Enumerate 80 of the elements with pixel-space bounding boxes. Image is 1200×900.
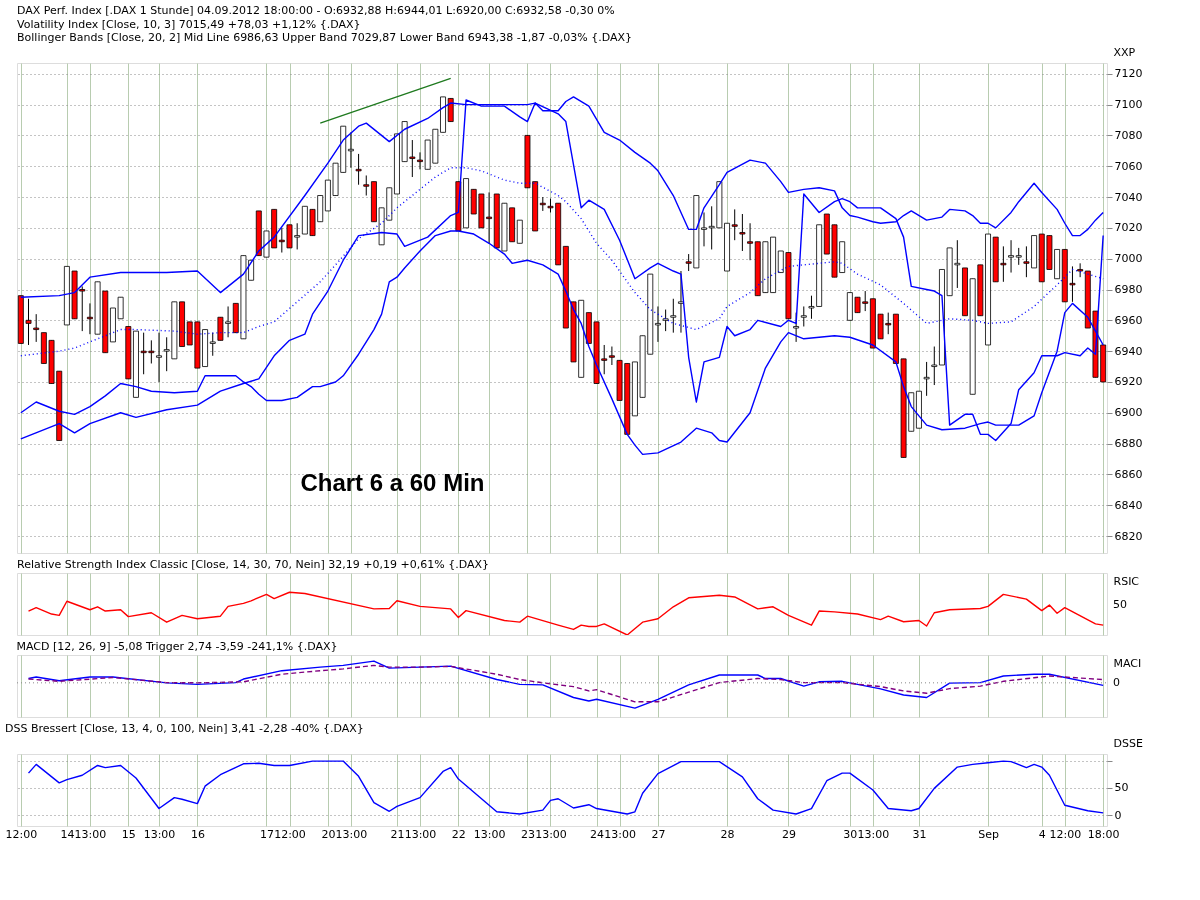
chart-title: MACD [12, 26, 9] -5,08 Trigger 2,74 -3,59 -241,1% {.DAX} xyxy=(16,640,338,653)
x-tick-label: 22 xyxy=(451,827,466,841)
y-axis-title: MACI xyxy=(1113,656,1142,670)
x-tick-label: 29 xyxy=(781,827,796,841)
y-tick-label: 7000 xyxy=(1114,252,1143,266)
chart-title: DAX Perf. Index [.DAX 1 Stunde] 04.09.2012 18:00:00 - O:6932,88 H:6944,01 L:6920,00 C:6932,58 -0,30 0% xyxy=(17,4,615,17)
x-tick-label: 30 xyxy=(843,827,858,841)
y-tick-label: 6840 xyxy=(1114,498,1143,512)
y-tick-label: 6900 xyxy=(1114,406,1143,420)
x-tick-label: 13:00 xyxy=(74,827,107,841)
chart-title: Relative Strength Index Classic [Close, 14, 30, 70, Nein] 32,19 +0,19 +0,61% {.DAX} xyxy=(17,558,489,571)
x-tick-label: 13:00 xyxy=(335,827,368,841)
x-tick-label: 13:00 xyxy=(857,827,890,841)
y-tick-label: 50 xyxy=(1114,781,1129,795)
candlestick xyxy=(347,131,354,169)
x-tick-label: 18:00 xyxy=(1087,827,1120,841)
candlestick xyxy=(800,305,807,327)
x-tick-label: 17 xyxy=(259,827,274,841)
candlestick xyxy=(447,97,454,123)
y-tick-label: 6940 xyxy=(1114,344,1143,358)
x-tick-label: 13:00 xyxy=(604,827,636,841)
x-tick-label: 20 xyxy=(321,827,336,841)
candlestick xyxy=(793,312,800,343)
text: Volatility Index [Close, 10, 3] 7015,49 +78,03 +1,12% {.DAX} xyxy=(17,18,361,31)
candlestick xyxy=(156,332,162,383)
candlestick xyxy=(662,309,669,332)
candlestick xyxy=(739,213,746,252)
x-tick-label: 12:00 xyxy=(274,827,306,841)
text: Bollinger Bands [Close, 20, 2] Mid Line 6986,63 Upper Band 7029,87 Lower Band 6943,38 -1,87 -0,03% {.DAX} xyxy=(17,31,633,44)
x-tick-label: 16 xyxy=(190,827,205,841)
candlestick xyxy=(33,313,40,343)
y-tick-label: 7080 xyxy=(1114,128,1143,142)
x-tick-label: 31 xyxy=(912,827,927,841)
y-tick-label: 7120 xyxy=(1114,67,1143,81)
x-tick-label: 27 xyxy=(651,827,666,841)
candlestick xyxy=(923,361,930,397)
x-tick-label: 13:00 xyxy=(535,827,567,841)
y-axis-title: XXP xyxy=(1113,45,1136,59)
candlestick xyxy=(1077,262,1084,278)
candlestick xyxy=(747,222,753,261)
x-tick-label: 14 xyxy=(60,827,75,841)
annotation: Chart 6 a 60 Min xyxy=(300,469,485,497)
x-tick-label: 28 xyxy=(720,827,735,841)
x-tick-label: 12:00 xyxy=(1049,827,1082,841)
candlestick xyxy=(209,332,216,357)
candlestick xyxy=(678,270,684,334)
y-tick-label: 6960 xyxy=(1114,313,1143,327)
candlestick xyxy=(731,208,738,241)
line-series xyxy=(27,760,1104,815)
candlestick xyxy=(355,153,362,186)
candlestick xyxy=(931,346,938,386)
x-tick-label: 12:00 xyxy=(5,827,38,841)
x-tick-label: 13:00 xyxy=(473,827,506,841)
candlestick xyxy=(516,219,523,244)
x-tick-label: 24 xyxy=(590,827,605,841)
candlestick xyxy=(363,174,370,197)
y-tick-label: 6920 xyxy=(1114,375,1143,389)
x-tick-label: 13:00 xyxy=(143,827,176,841)
candlestick xyxy=(670,298,677,334)
x-tick-label: 4 xyxy=(1038,827,1046,841)
y-tick-label: 0 xyxy=(1114,808,1122,822)
x-tick-label: 13:00 xyxy=(404,827,437,841)
y-tick-label: 6860 xyxy=(1114,467,1143,481)
y-axis-title: DSSE xyxy=(1113,736,1143,750)
candlestick xyxy=(1008,239,1014,274)
y-tick-label: 6820 xyxy=(1114,529,1143,543)
x-tick-label: 23 xyxy=(520,827,535,841)
y-tick-label: 7060 xyxy=(1114,159,1143,173)
y-tick-label: 7100 xyxy=(1114,98,1143,112)
y-tick-label: 7020 xyxy=(1114,221,1143,235)
x-tick-label: 15 xyxy=(121,827,136,841)
y-axis-title: RSIC xyxy=(1113,574,1140,588)
candlestick xyxy=(655,305,661,343)
y-tick-label: 6880 xyxy=(1114,437,1143,451)
y-tick-label: 6980 xyxy=(1114,283,1143,297)
chart-title: DSS Bressert [Close, 13, 4, 0, 100, Nein] 3,41 -2,28 -40% {.DAX} xyxy=(4,722,364,735)
y-tick-label: 7040 xyxy=(1114,190,1143,204)
x-tick-label: 21 xyxy=(390,827,405,841)
x-tick-label: Sep xyxy=(978,827,999,841)
candlestick xyxy=(608,346,615,366)
